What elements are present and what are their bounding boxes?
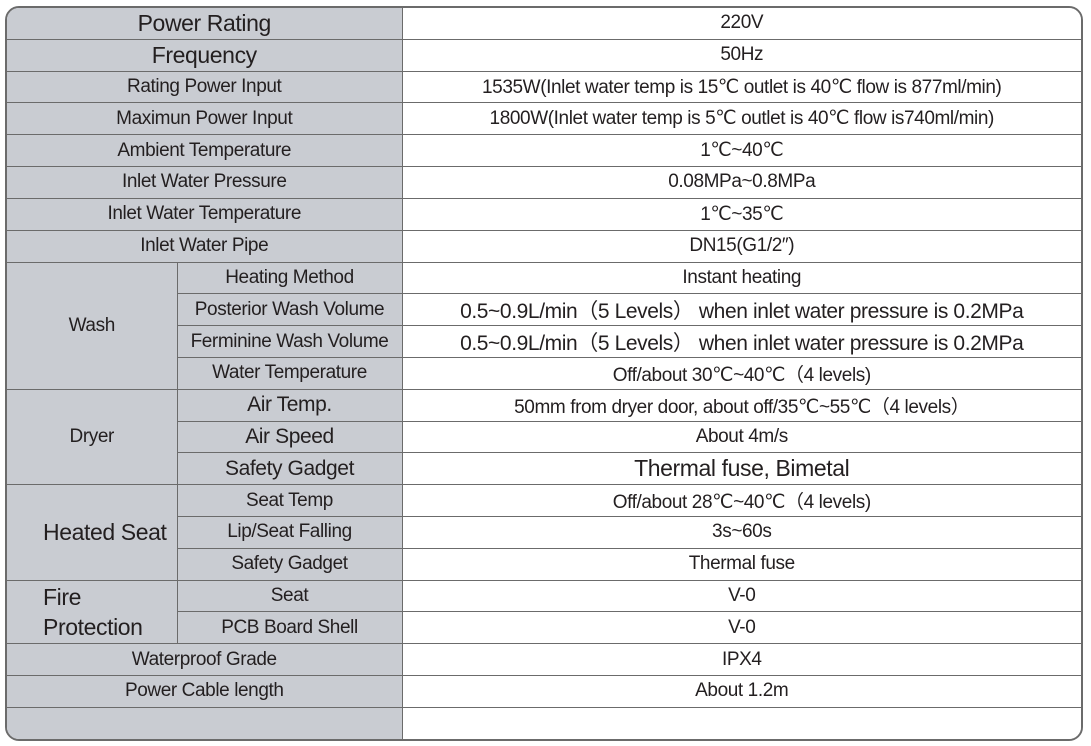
row-value: Off/about 28℃~40℃（4 levels): [401, 484, 1081, 517]
table-row: Safety Gadget Thermal fuse, Bimetal: [7, 452, 1081, 486]
row-label: Inlet Water Pressure: [7, 166, 403, 199]
table-row: Safety Gadget Thermal fuse: [7, 547, 1081, 581]
group-label-dryer: Dryer: [7, 388, 178, 486]
row-value: Off/about 30℃~40℃（4 levels): [401, 356, 1081, 390]
row-value: V-0: [401, 611, 1081, 645]
row-label: Inlet Water Pipe: [7, 229, 403, 263]
table-row: Power Cable length About 1.2m: [7, 675, 1081, 708]
row-value: 1535W(Inlet water temp is 15℃ outlet is …: [401, 70, 1081, 104]
row-label: Frequency: [7, 38, 403, 72]
table-row: Heated Seat Seat Temp Off/about 28℃~40℃（4 …: [7, 484, 1081, 581]
row-label: Safety Gadget: [177, 547, 403, 581]
table-row: Waterproof Grade IPX4: [7, 643, 1081, 677]
row-value: 0.5~0.9L/min（5 Levels） when inlet water …: [401, 293, 1081, 327]
table-row: Dryer Air Temp. 50mm from dryer door, abou…: [7, 388, 1081, 486]
empty-label-cell: [7, 706, 403, 739]
table-row: Ambient Temperature 1℃~40℃: [7, 134, 1081, 168]
row-value: DN15(G1/2″): [401, 229, 1081, 263]
row-value: 1℃~35℃: [401, 197, 1081, 231]
table-row: Power Rating 220V: [7, 8, 1081, 40]
spec-table-frame: Power Rating 220V Frequency 50Hz Rating Po…: [5, 6, 1083, 741]
row-value: 1℃~40℃: [401, 134, 1081, 168]
row-value: About 4m/s: [401, 420, 1081, 454]
row-value: Thermal fuse: [401, 547, 1081, 581]
group-label-heated-seat: Heated Seat: [7, 484, 178, 581]
row-value: 0.08MPa~0.8MPa: [401, 166, 1081, 199]
row-value: 50Hz: [401, 38, 1081, 72]
row-value: 220V: [401, 8, 1081, 40]
row-label: Lip/Seat Falling: [177, 516, 403, 549]
row-value: About 1.2m: [401, 675, 1081, 708]
row-value: Instant heating: [401, 261, 1081, 295]
table-row: Fire Protection Seat V-0: [7, 579, 1081, 645]
row-label: Air Temp.: [176, 388, 403, 422]
row-label: Ferminine Wash Volume: [177, 325, 403, 358]
row-label: Maximun Power Input: [7, 102, 403, 136]
row-label: Seat Temp: [176, 484, 403, 517]
row-label: Inlet Water Temperature: [7, 197, 403, 231]
row-label: Heating Method: [176, 261, 403, 295]
table-row: Frequency 50Hz: [7, 38, 1081, 72]
table-row: Inlet Water Pipe DN15(G1/2″): [7, 229, 1081, 263]
row-value: 1800W(Inlet water temp is 5℃ outlet is 4…: [401, 102, 1081, 136]
row-label: Seat: [176, 579, 403, 613]
group-label-wash: Wash: [7, 261, 178, 390]
row-value: 50mm from dryer door, about off/35℃~55℃（…: [401, 388, 1081, 422]
row-label: Safety Gadget: [177, 452, 403, 486]
table-row: Ferminine Wash Volume 0.5~0.9L/min（5 Leve…: [7, 325, 1081, 358]
table-row: Wash Heating Method Instant heating: [7, 261, 1081, 390]
group-label-fire-protection: Fire Protection: [7, 579, 178, 645]
spec-table: Power Rating 220V Frequency 50Hz Rating Po…: [7, 8, 1081, 739]
table-row: Lip/Seat Falling 3s~60s: [7, 516, 1081, 549]
row-label: Power Cable length: [7, 675, 403, 708]
table-row: Rating Power Input 1535W(Inlet water temp…: [7, 70, 1081, 104]
table-row: Maximun Power Input 1800W(Inlet water tem…: [7, 102, 1081, 136]
row-label: Power Rating: [7, 8, 403, 40]
table-row: Inlet Water Pressure 0.08MPa~0.8MPa: [7, 166, 1081, 199]
row-value: V-0: [401, 579, 1081, 613]
row-value: 3s~60s: [401, 516, 1081, 549]
row-label: Rating Power Input: [7, 70, 403, 104]
row-label: Ambient Temperature: [7, 134, 403, 168]
table-row: Posterior Wash Volume 0.5~0.9L/min（5 Leve…: [7, 293, 1081, 327]
row-value: Thermal fuse, Bimetal: [401, 452, 1081, 486]
row-value: IPX4: [401, 643, 1081, 677]
row-label: Water Temperature: [177, 356, 403, 390]
row-label: Air Speed: [177, 420, 403, 454]
row-label: PCB Board Shell: [177, 611, 403, 645]
row-label: Waterproof Grade: [7, 643, 403, 677]
table-row-empty: [7, 706, 1081, 739]
table-row: Inlet Water Temperature 1℃~35℃: [7, 197, 1081, 231]
empty-value-cell: [401, 706, 1081, 739]
table-row: PCB Board Shell V-0: [7, 611, 1081, 645]
row-label: Posterior Wash Volume: [177, 293, 403, 327]
row-value: 0.5~0.9L/min（5 Levels） when inlet water …: [401, 325, 1081, 358]
